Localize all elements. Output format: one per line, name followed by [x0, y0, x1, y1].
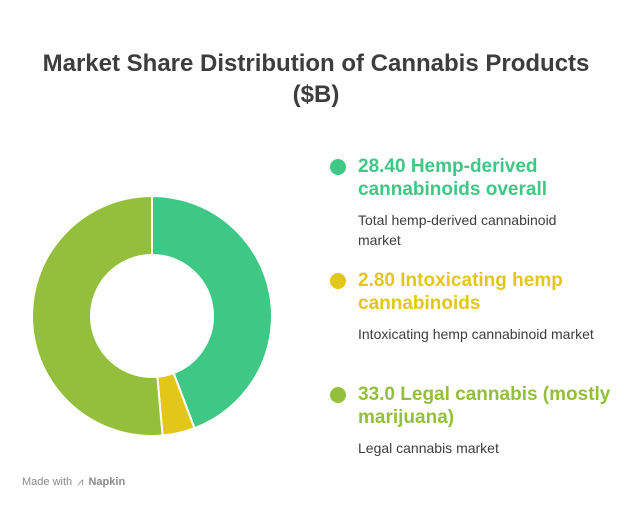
legend-item-3: 33.0 Legal cannabis (mostly marijuana) Le… — [330, 383, 620, 458]
legend-item-1: 28.40 Hemp-derived cannabinoids overall T… — [330, 155, 620, 250]
legend-label: Legal cannabis (mostly marijuana) — [358, 384, 611, 428]
legend-value: 28.40 — [358, 156, 406, 177]
donut-chart — [31, 194, 273, 437]
napkin-logo-icon: ⩘ — [77, 476, 84, 488]
legend-value: 2.80 — [358, 270, 395, 291]
legend-dot-icon — [330, 273, 346, 289]
legend-description: Legal cannabis market — [358, 440, 499, 456]
footer: Made with ⩘ Napkin — [22, 476, 125, 489]
legend-label: Intoxicating hemp cannabinoids — [358, 270, 563, 314]
donut-slice-3 — [31, 194, 164, 437]
donut-slice-1 — [151, 194, 273, 430]
legend-label: Hemp-derived cannabinoids overall — [358, 156, 547, 200]
legend-heading: 28.40 Hemp-derived cannabinoids overall — [358, 155, 620, 201]
legend-dot-icon — [330, 387, 346, 403]
legend-description: Intoxicating hemp cannabinoid market — [358, 326, 594, 342]
legend-dot-icon — [330, 159, 346, 175]
legend-description: Total hemp-derived cannabinoid market — [358, 212, 557, 248]
legend-item-2: 2.80 Intoxicating hemp cannabinoids Intox… — [330, 269, 620, 344]
footer-brand: Napkin — [88, 476, 126, 488]
chart-title: Market Share Distribution of Cannabis Pr… — [42, 50, 590, 108]
legend-value: 33.0 — [358, 384, 395, 405]
legend-heading: 33.0 Legal cannabis (mostly marijuana) — [358, 383, 620, 429]
legend-heading: 2.80 Intoxicating hemp cannabinoids — [358, 269, 620, 315]
footer-prefix: Made with — [22, 476, 73, 488]
